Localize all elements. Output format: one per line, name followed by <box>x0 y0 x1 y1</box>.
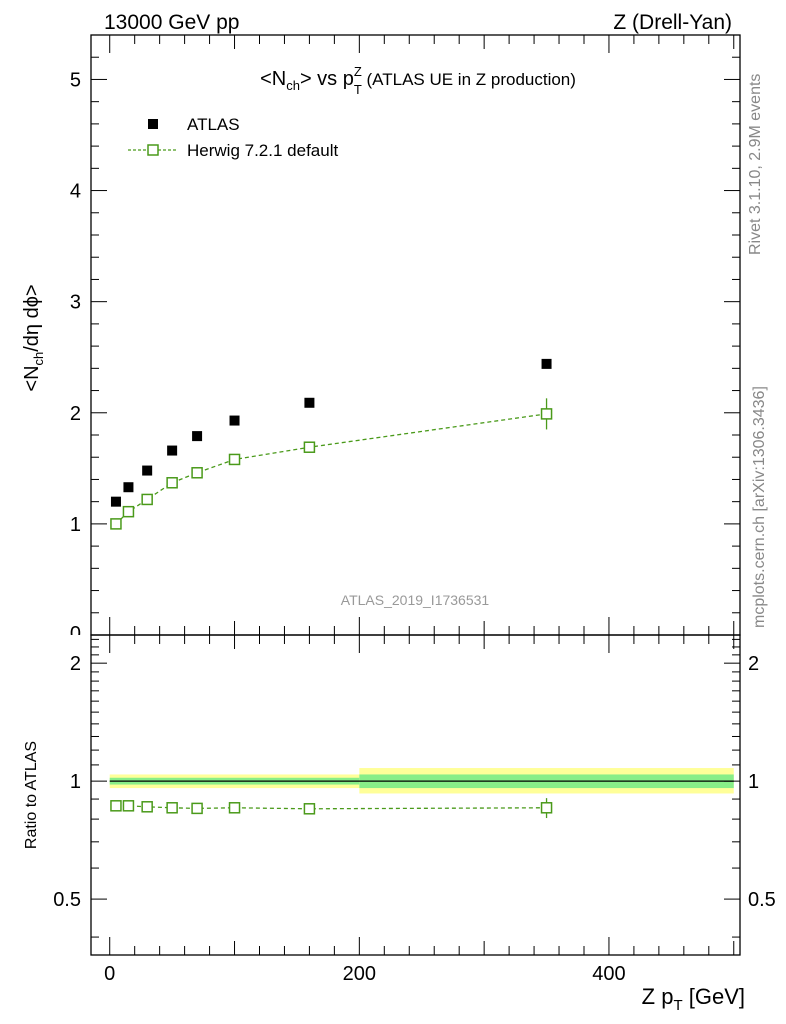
ratio-herwig-point <box>303 803 316 815</box>
xtick-label: 0 <box>104 963 115 985</box>
herwig-point <box>141 493 153 506</box>
ratio-herwig-point <box>191 802 203 815</box>
header-right: Z (Drell-Yan) <box>613 11 732 34</box>
ratio-herwig-point <box>141 801 153 813</box>
ratio-ytick-label-right: 0.5 <box>748 889 776 911</box>
ratio-herwig-point <box>540 802 553 814</box>
ratio-herwig-line <box>115 805 547 810</box>
x-axis-label: Z pT [GeV] <box>642 984 745 1014</box>
legend-atlas-label: ATLAS <box>187 115 240 134</box>
legend-herwig-label: Herwig 7.2.1 default <box>187 141 338 160</box>
herwig-point <box>540 408 553 420</box>
chart-title: <Nch> vs pZ T (ATLAS UE in Z production) <box>260 64 576 97</box>
ratio-ytick-label-right: 1 <box>748 771 759 793</box>
atlas-point <box>229 415 240 426</box>
herwig-point <box>110 518 122 530</box>
atlas-point <box>123 482 134 493</box>
atlas-point <box>110 496 121 507</box>
atlas-point <box>541 358 552 369</box>
main-ytick-label: 1 <box>70 514 81 536</box>
xtick-label: 200 <box>343 963 376 985</box>
header-left: 13000 GeV pp <box>104 11 239 34</box>
main-ytick-label: 3 <box>70 292 81 314</box>
ratio-frame <box>90 634 741 956</box>
herwig-line <box>115 413 547 525</box>
main-ytick-label: 5 <box>70 69 81 91</box>
ratio-herwig-point <box>166 802 178 814</box>
main-ytick-label: 2 <box>70 403 81 425</box>
analysis-label: ATLAS_2019_I1736531 <box>341 592 490 608</box>
ratio-ytick-label: 2 <box>70 653 81 675</box>
ratio-ylabel: Ratio to ATLAS <box>23 741 40 849</box>
legend-atlas-marker <box>148 119 158 129</box>
herwig-point <box>191 467 203 479</box>
main-ylabel: <Nch/dη dϕ> <box>21 284 46 391</box>
ratio-ytick-label: 1 <box>70 771 81 793</box>
herwig-point <box>303 441 316 453</box>
herwig-point <box>228 453 241 466</box>
atlas-point <box>142 465 153 476</box>
atlas-point <box>167 445 178 456</box>
ratio-ytick-label-right: 2 <box>748 653 759 675</box>
legend-herwig-marker <box>147 144 159 156</box>
atlas-point <box>304 397 315 408</box>
herwig-point <box>166 477 178 489</box>
xtick-label: 400 <box>592 963 625 985</box>
herwig-point <box>122 505 135 518</box>
rivet-label: Rivet 3.1.10, 2.9M events <box>747 74 764 255</box>
main-ytick-label-zero: 0 <box>70 623 81 645</box>
main-ytick-label: 4 <box>70 181 81 203</box>
ratio-herwig-point <box>110 800 122 812</box>
main-panel: 1 2 3 4 5 0 <box>70 34 741 645</box>
mcplots-label: mcplots.cern.ch [arXiv:1306.3436] <box>751 386 768 628</box>
ratio-panel: 0.5 0.5 1 1 2 2 0 200 400 <box>53 634 776 985</box>
ratio-herwig-point <box>228 802 241 814</box>
ratio-herwig-point <box>122 800 135 812</box>
atlas-point <box>192 431 203 442</box>
ratio-ytick-label: 0.5 <box>53 889 81 911</box>
